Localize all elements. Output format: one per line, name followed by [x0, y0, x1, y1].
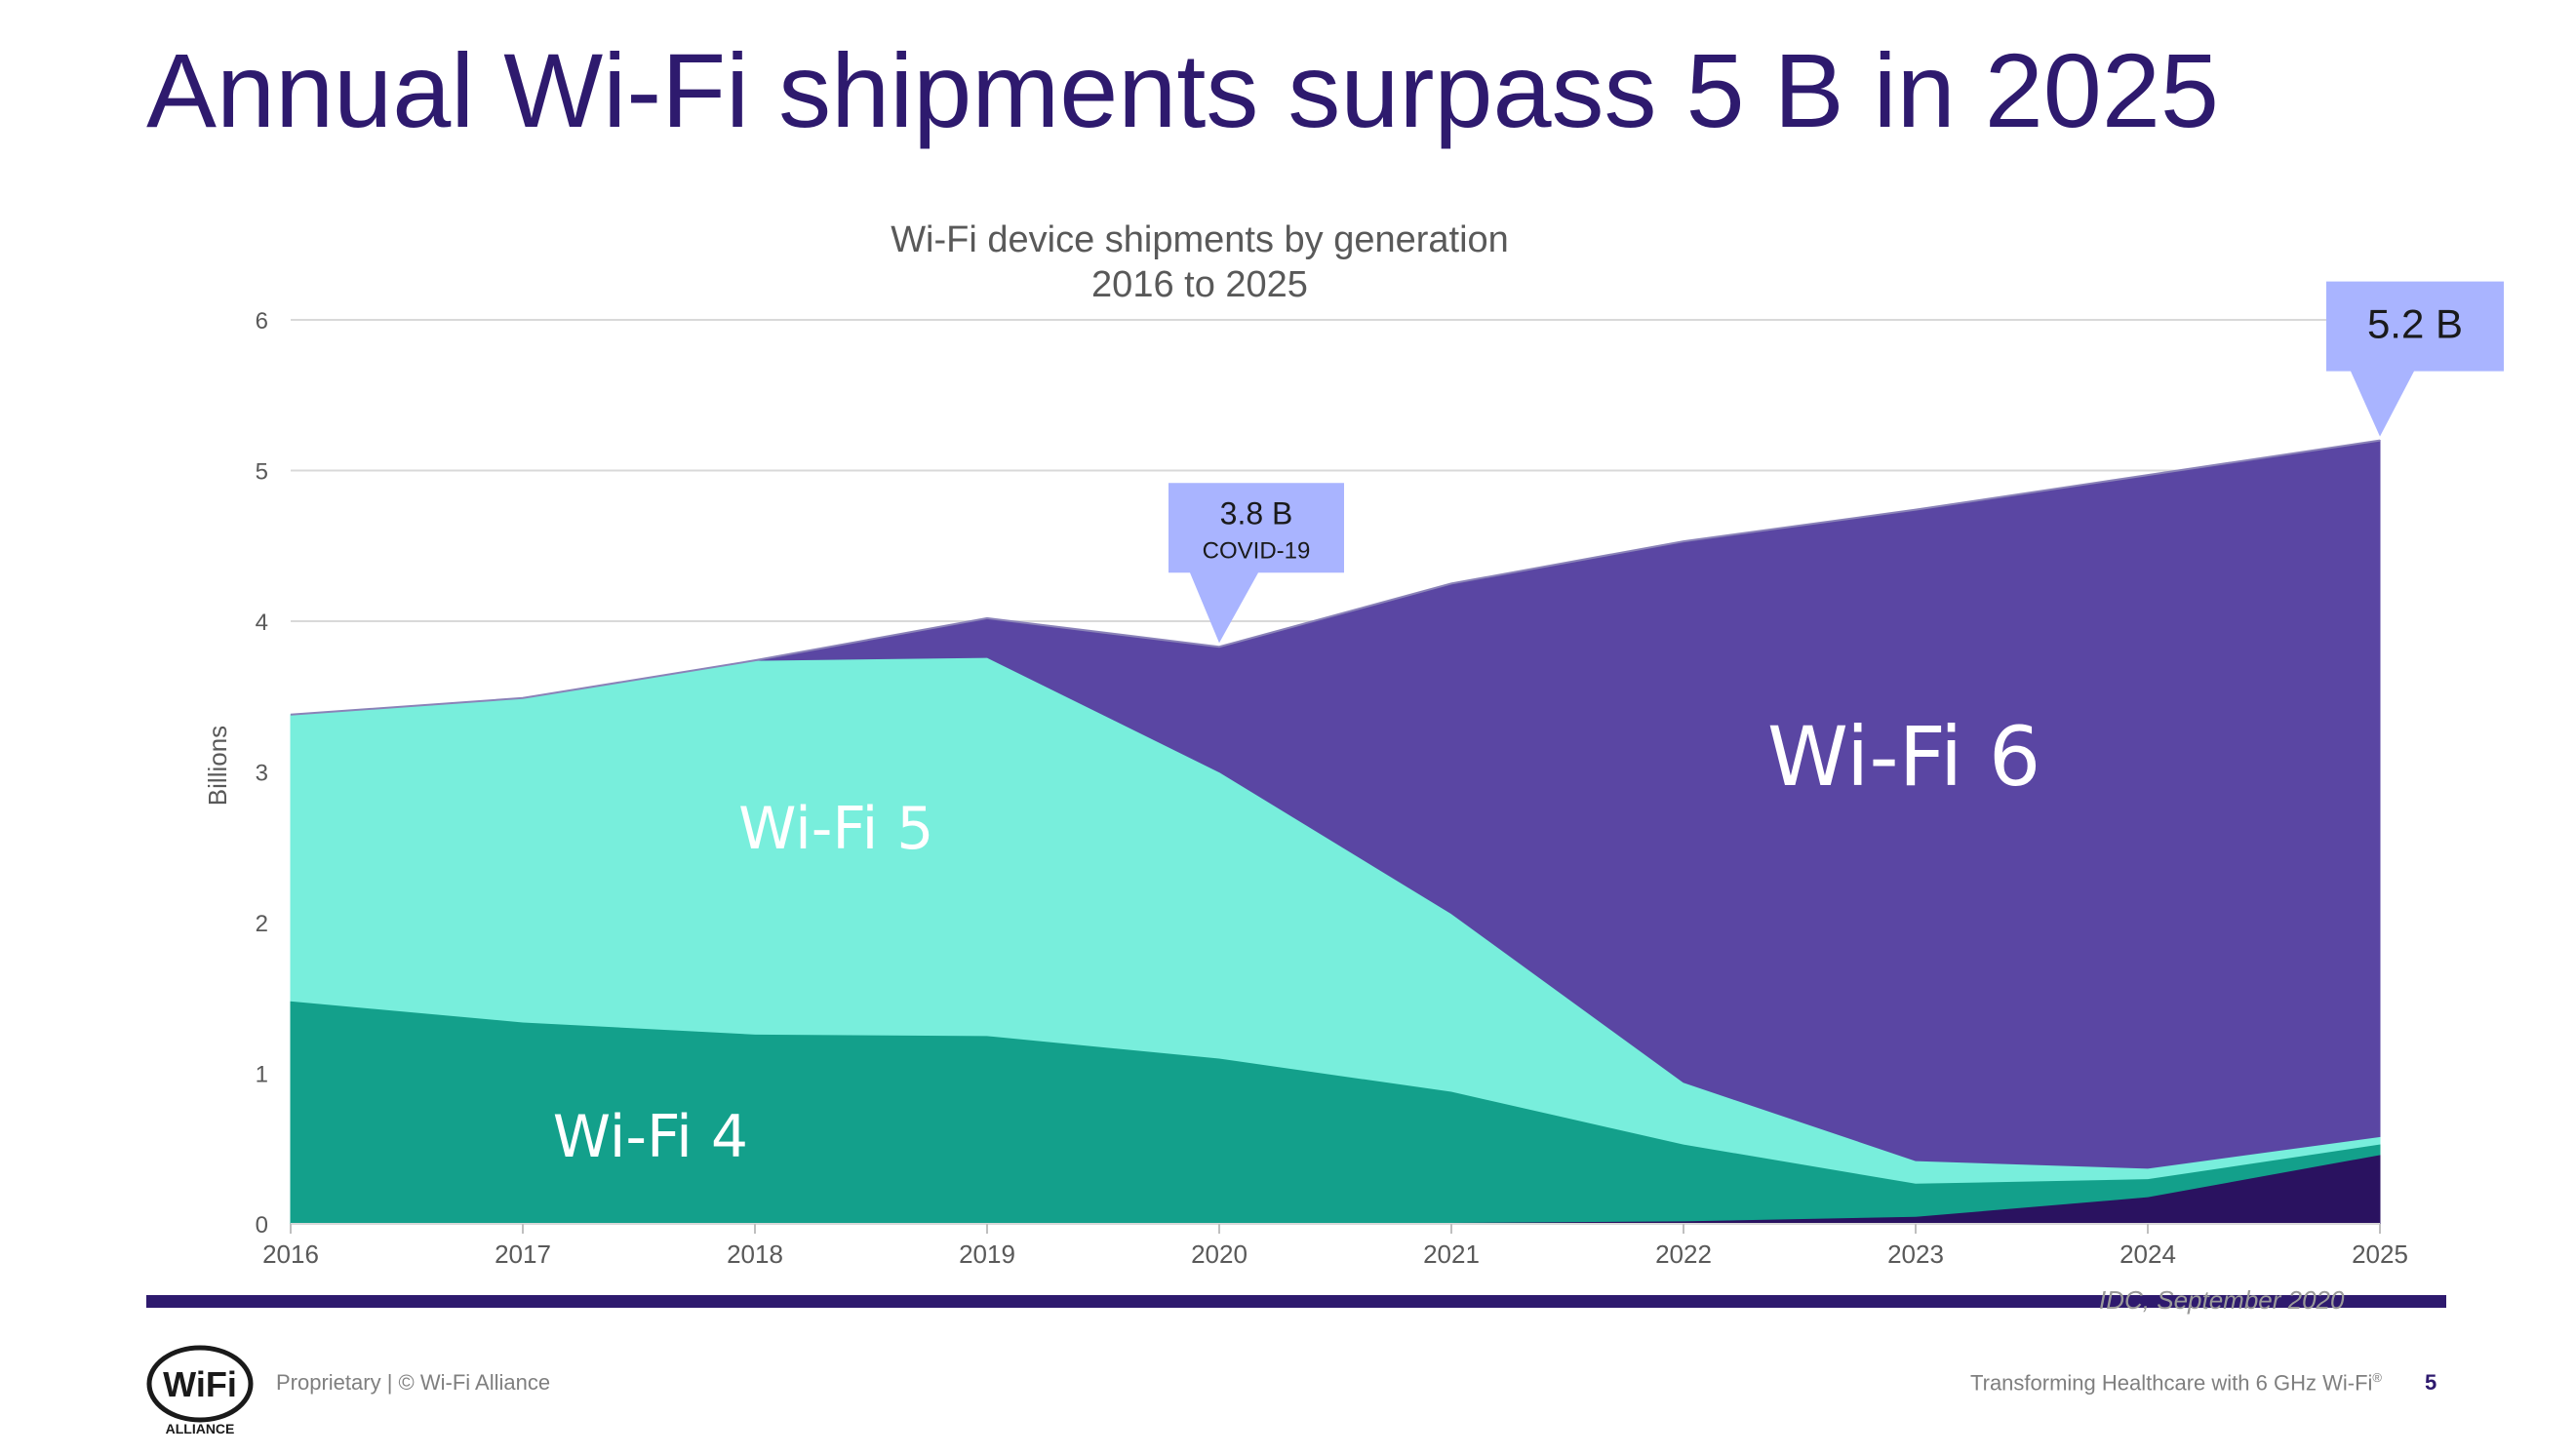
- x-tick-label: 2017: [495, 1240, 551, 1269]
- chart-subtitle: 2016 to 2025: [1091, 264, 1308, 305]
- y-tick-label: 2: [256, 911, 268, 937]
- total-outline: [290, 439, 2381, 716]
- series-label-wi-fi-6: Wi-Fi 6: [1767, 709, 2041, 805]
- y-tick-label: 0: [256, 1212, 268, 1239]
- registered-mark: ®: [2372, 1370, 2382, 1385]
- slide-title: Annual Wi-Fi shipments surpass 5 B in 20…: [146, 31, 2219, 149]
- x-tick-label: 2021: [1423, 1240, 1480, 1269]
- x-tick-label: 2025: [2352, 1240, 2408, 1269]
- callout-shape: [1169, 483, 1344, 644]
- stacked-areas: [290, 439, 2381, 1225]
- callout-value: 3.8 B: [1220, 495, 1293, 531]
- callouts: 3.8 B COVID-19 5.2 B: [1169, 281, 2504, 644]
- chart-title: Wi-Fi device shipments by generation: [891, 219, 1509, 260]
- callout-2025: 5.2 B: [2326, 281, 2504, 437]
- divider-rule: [146, 1295, 2446, 1308]
- x-tick-label: 2023: [1887, 1240, 1944, 1269]
- source-note: IDC, September 2020: [2099, 1285, 2345, 1315]
- callout-covid-19: 3.8 B COVID-19: [1169, 483, 1344, 644]
- x-tick-label: 2019: [959, 1240, 1015, 1269]
- y-tick-label: 5: [256, 459, 268, 486]
- y-tick-label: 4: [256, 610, 268, 636]
- y-axis-label: Billions: [203, 726, 232, 806]
- y-tick-label: 1: [256, 1062, 268, 1088]
- footer-copyright: Proprietary | © Wi-Fi Alliance: [276, 1370, 551, 1395]
- callout-value: 5.2 B: [2367, 301, 2463, 347]
- y-tick-label: 6: [256, 308, 268, 334]
- series-labels: Wi-Fi 4 Wi-Fi 5 Wi-Fi 6: [553, 709, 2041, 1171]
- series-label-wi-fi-4: Wi-Fi 4: [553, 1103, 748, 1171]
- series-label-wi-fi-5: Wi-Fi 5: [738, 795, 933, 863]
- footer-presentation-title: Transforming Healthcare with 6 GHz Wi-Fi…: [1970, 1370, 2382, 1396]
- axes: 0 1 2 3 4 5 6 2016 2017 2018 2019 2020 2021 2022 2023 2…: [256, 308, 2408, 1269]
- callout-sublabel: COVID-19: [1203, 537, 1311, 564]
- page-number: 5: [2425, 1370, 2437, 1395]
- x-tick-label: 2022: [1655, 1240, 1712, 1269]
- callout-shape: [2326, 281, 2504, 437]
- wifi-alliance-logo: WiFi ALLIANCE: [146, 1345, 254, 1436]
- x-tick-label: 2024: [2119, 1240, 2176, 1269]
- footer-presentation-title-text: Transforming Healthcare with 6 GHz Wi-Fi: [1970, 1370, 2373, 1396]
- x-tick-label: 2020: [1191, 1240, 1248, 1269]
- y-tick-label: 3: [256, 761, 268, 787]
- logo-text: WiFi: [163, 1364, 237, 1404]
- x-tick-label: 2018: [727, 1240, 783, 1269]
- x-tick-label: 2016: [262, 1240, 319, 1269]
- logo-subtext: ALLIANCE: [166, 1421, 235, 1436]
